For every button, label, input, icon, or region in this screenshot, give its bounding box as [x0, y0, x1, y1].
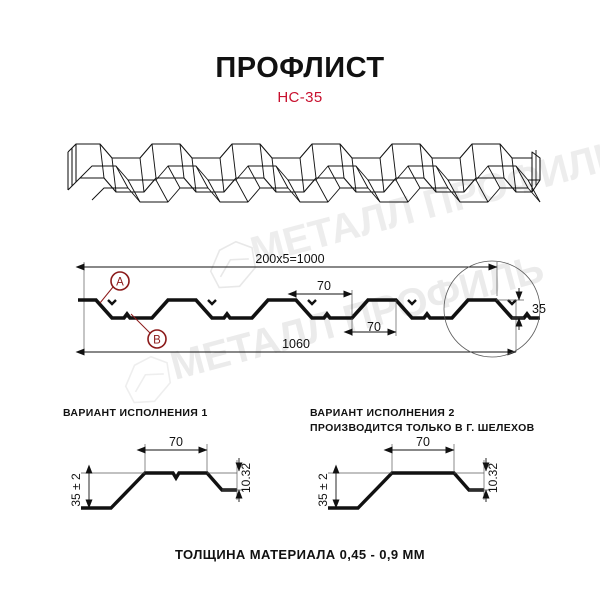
dim-overall-bottom-value: 1060 — [282, 337, 310, 351]
cross-section-crest-notches — [107, 299, 517, 306]
dim-valley-width: 70 — [343, 300, 397, 336]
variant-1-drawing: 70 10.32 35 ± 2 — [69, 435, 253, 510]
variant-2-dim-width-value: 70 — [416, 435, 430, 449]
callout-b-label: B — [153, 335, 161, 347]
dim-profile-height-value: 35 — [532, 302, 546, 316]
iso-right-end-cap — [531, 151, 541, 193]
variant-2-dim-height: 35 ± 2 — [316, 464, 340, 509]
variant-2-title: ВАРИАНТ ИСПОЛНЕНИЯ 2 ПРОИЗВОДИТСЯ ТОЛЬКО… — [310, 406, 535, 436]
variant-2-dim-thickness: 10.32 — [482, 458, 500, 502]
variant-1-dim-thickness: 10.32 — [235, 458, 253, 502]
variant-1-dim-width-value: 70 — [169, 435, 183, 449]
callout-b-leader — [130, 313, 151, 334]
page-title: ПРОФЛИСТ — [215, 52, 385, 84]
callout-a-leader — [99, 286, 114, 304]
detail-circle — [443, 260, 541, 358]
isometric-sheet-view — [67, 143, 541, 203]
variant-1-dim-height: 35 ± 2 — [69, 464, 93, 509]
cross-section-profile — [78, 298, 540, 320]
page-subtitle: НС-35 — [277, 89, 323, 106]
dim-overall-top: 200x5=1000 — [75, 252, 498, 271]
dim-crest-width-value: 70 — [317, 279, 331, 293]
variant-2-dim-height-value: 35 ± 2 — [316, 473, 330, 507]
dim-valley-width-value: 70 — [367, 320, 381, 334]
callout-a-label: A — [116, 277, 124, 289]
variant-1-title: ВАРИАНТ ИСПОЛНЕНИЯ 1 — [63, 406, 208, 421]
dim-crest-width: 70 — [287, 279, 353, 316]
variant-2-title-line-2: ПРОИЗВОДИТСЯ ТОЛЬКО В Г. ШЕЛЕХОВ — [310, 422, 535, 434]
dim-profile-height: 35 — [496, 288, 546, 330]
variant-2-dim-thickness-value: 10.32 — [486, 463, 500, 493]
watermark-logo-upper — [209, 240, 257, 289]
variant-1-dim-width: 70 — [136, 435, 208, 454]
callout-b-circle — [147, 329, 167, 349]
variant-2-dim-width: 70 — [383, 435, 455, 454]
variant-1-profile — [81, 471, 237, 510]
variant-2-drawing: 70 10.32 35 ± 2 — [316, 435, 500, 510]
iso-bottom-profile-edge — [91, 187, 541, 203]
material-thickness-note: ТОЛЩИНА МАТЕРИАЛА 0,45 - 0,9 ММ — [175, 547, 425, 562]
variant-1-title-line-1: ВАРИАНТ ИСПОЛНЕНИЯ 1 — [63, 407, 208, 419]
callout-b: B — [130, 313, 167, 349]
iso-ribs — [99, 143, 517, 193]
variant-1-dim-height-value: 35 ± 2 — [69, 473, 83, 507]
watermark-logo-lower — [124, 355, 172, 404]
iso-ribs-lower — [115, 165, 541, 203]
callout-a-circle — [110, 271, 130, 291]
dim-overall-bottom: 1060 — [75, 337, 517, 356]
cross-section-drawing: 200x5=1000 1060 A B — [75, 252, 546, 358]
callout-a: A — [99, 271, 130, 304]
dim-overall-top-value: 200x5=1000 — [255, 252, 324, 266]
variant-2-title-line-1: ВАРИАНТ ИСПОЛНЕНИЯ 2 — [310, 407, 455, 419]
variant-1-dim-thickness-value: 10.32 — [239, 463, 253, 493]
